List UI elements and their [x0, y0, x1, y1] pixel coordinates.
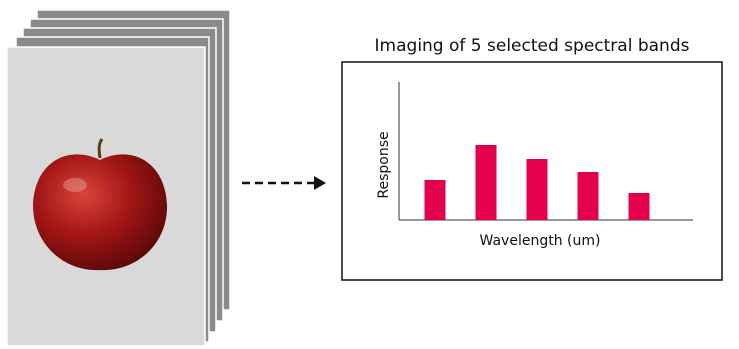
diagram: Imaging of 5 selected spectral bands Res…	[0, 0, 739, 349]
bar	[476, 145, 497, 220]
page: Imaging of 5 selected spectral bands Res…	[0, 0, 739, 349]
bar	[629, 193, 650, 220]
arrow	[242, 176, 326, 190]
bar	[527, 159, 548, 220]
bar	[425, 180, 446, 220]
y-axis-label: Response	[376, 131, 392, 198]
image-stack	[7, 10, 230, 346]
x-axis-label: Wavelength (um)	[480, 233, 601, 249]
chart-title: Imaging of 5 selected spectral bands	[375, 36, 690, 56]
bar	[578, 172, 599, 220]
